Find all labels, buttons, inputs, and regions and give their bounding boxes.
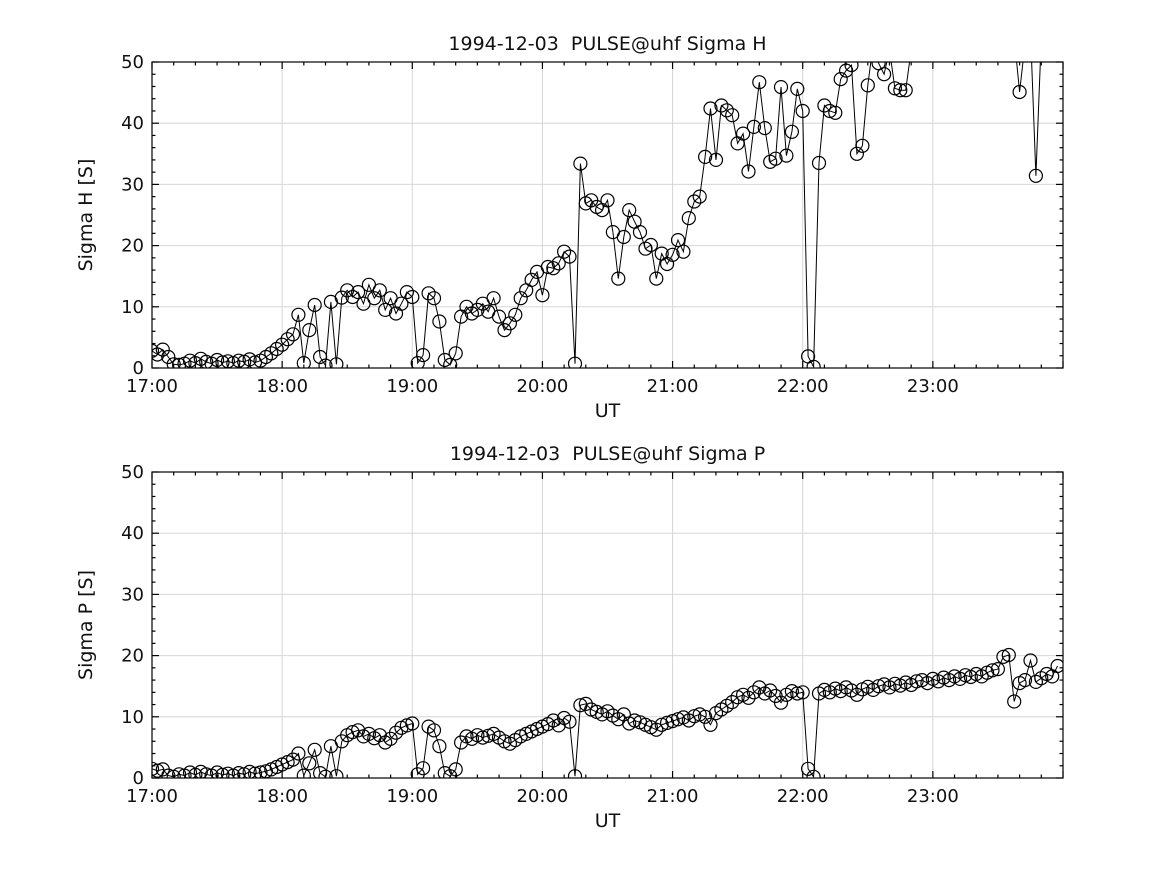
sigma-h-title: 1994-12-03 PULSE@uhf Sigma H	[448, 33, 767, 55]
data-point-markers	[152, 647, 1063, 778]
y-tick-label: 20	[121, 236, 144, 257]
sigma-h-x-axis-label: UT	[594, 400, 621, 422]
x-tick-label: 20:00	[516, 786, 568, 807]
x-tick-label: 17:00	[126, 786, 178, 807]
x-tick-label: 19:00	[386, 376, 438, 397]
axes-box	[151, 61, 1064, 369]
x-tick-label: 20:00	[516, 376, 568, 397]
data-point-markers	[152, 62, 1044, 368]
y-tick-label: 40	[121, 523, 144, 544]
sigma-h-y-axis-label: Sigma H [S]	[75, 158, 97, 272]
x-tick-label: 23:00	[907, 376, 959, 397]
x-tick-label: 21:00	[647, 786, 699, 807]
y-tick-label: 10	[121, 707, 144, 728]
sigma-p-series	[152, 647, 1063, 778]
x-tick-label: 19:00	[386, 786, 438, 807]
y-tick-label: 30	[121, 584, 144, 605]
x-tick-labels: 17:00 18:00 19:00 20:00 21:00 22:00 23:00	[126, 376, 959, 397]
axis-ticks	[151, 61, 1064, 369]
y-tick-label: 50	[121, 462, 144, 483]
y-tick-label: 20	[121, 646, 144, 667]
x-tick-labels: 17:00 18:00 19:00 20:00 21:00 22:00 23:00	[126, 786, 959, 807]
x-tick-label: 21:00	[647, 376, 699, 397]
x-tick-label: 23:00	[907, 786, 959, 807]
y-tick-label: 10	[121, 297, 144, 318]
y-tick-label: 0	[133, 768, 144, 789]
y-tick-label: 50	[121, 52, 144, 73]
sigma-p-subplot: 17:00 18:00 19:00 20:00 21:00 22:00 23:00 0 10 20…	[121, 462, 1064, 807]
axes-box	[151, 471, 1064, 779]
x-tick-label: 17:00	[126, 376, 178, 397]
y-tick-labels: 0 10 20 30 40 50	[121, 52, 144, 379]
sigma-p-y-axis-label: Sigma P [S]	[75, 570, 97, 680]
sigma-p-title: 1994-12-03 PULSE@uhf Sigma P	[449, 443, 766, 465]
sigma-h-subplot: 17:00 18:00 19:00 20:00 21:00 22:00 23:00 0 10 20…	[121, 52, 1064, 397]
grid-lines	[152, 472, 1063, 778]
x-tick-label: 22:00	[777, 786, 829, 807]
x-tick-label: 18:00	[256, 786, 308, 807]
y-tick-labels: 0 10 20 30 40 50	[121, 462, 144, 789]
axis-ticks	[151, 471, 1064, 779]
x-tick-label: 22:00	[777, 376, 829, 397]
x-tick-label: 18:00	[256, 376, 308, 397]
y-tick-label: 30	[121, 174, 144, 195]
sigma-h-series	[152, 62, 1044, 368]
y-tick-label: 0	[133, 358, 144, 379]
grid-lines	[152, 62, 1063, 368]
y-tick-label: 40	[121, 113, 144, 134]
sigma-p-x-axis-label: UT	[594, 810, 621, 832]
